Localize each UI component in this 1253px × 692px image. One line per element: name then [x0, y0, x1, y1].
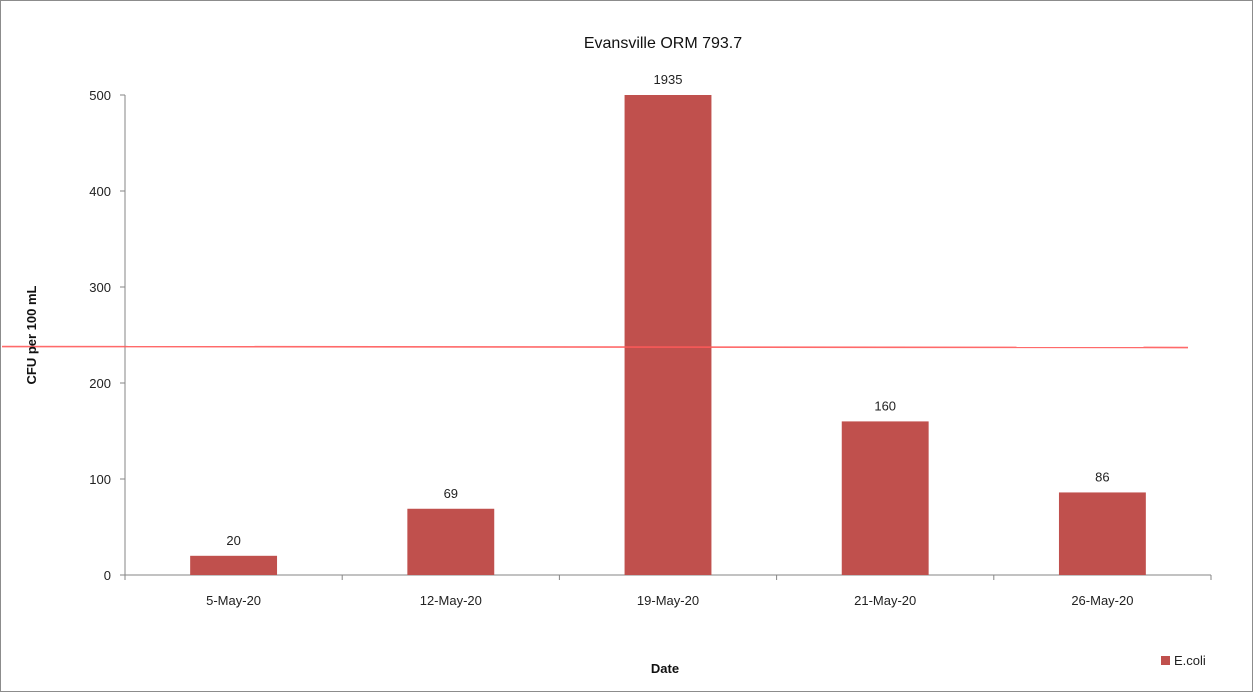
x-tick-label: 19-May-20: [637, 593, 699, 608]
bars-group: [190, 95, 1146, 575]
legend-swatch: [1161, 656, 1170, 665]
x-axis-title: Date: [651, 661, 679, 676]
bar: [190, 555, 278, 575]
bar: [841, 421, 929, 575]
x-tick-label: 12-May-20: [420, 593, 482, 608]
y-axis-title: CFU per 100 mL: [24, 285, 39, 384]
chart-title: Evansville ORM 793.7: [584, 35, 742, 52]
y-axis-ticks: 0 100 200 300 400 500: [89, 88, 125, 583]
y-tick-label: 0: [104, 568, 111, 583]
x-tick-label: 21-May-20: [854, 593, 916, 608]
data-label: 160: [874, 398, 896, 413]
bar: [1058, 492, 1146, 575]
y-tick-label: 400: [89, 184, 111, 199]
bar: [407, 508, 495, 575]
threshold-line: [1, 345, 1189, 349]
legend-label: E.coli: [1174, 653, 1206, 668]
data-labels-group: 20 69 1935 160 86: [226, 72, 1109, 548]
x-tick-label: 5-May-20: [206, 593, 261, 608]
legend: E.coli: [1161, 653, 1206, 668]
data-label: 69: [444, 486, 458, 501]
data-label: 20: [226, 533, 240, 548]
x-tick-label: 26-May-20: [1071, 593, 1133, 608]
bar: [624, 95, 712, 575]
data-label: 86: [1095, 469, 1109, 484]
y-tick-label: 500: [89, 88, 111, 103]
y-tick-label: 200: [89, 376, 111, 391]
data-label: 1935: [654, 72, 683, 87]
threshold-group: [1, 345, 1189, 349]
x-axis-ticks: 5-May-20 12-May-20 19-May-20 21-May-20 26-Ma…: [124, 575, 1212, 608]
y-tick-label: 300: [89, 280, 111, 295]
y-tick-label: 100: [89, 472, 111, 487]
